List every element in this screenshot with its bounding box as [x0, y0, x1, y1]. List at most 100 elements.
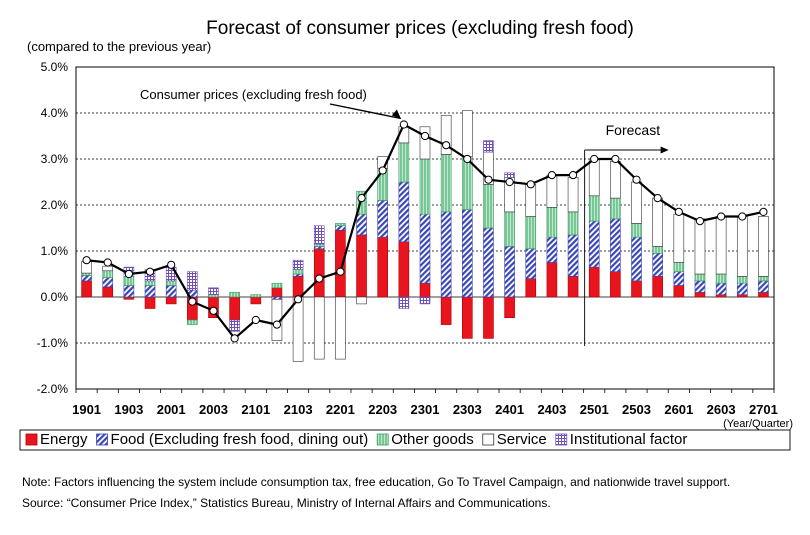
bar-service [102, 265, 114, 272]
bar-food-excluding-fresh-food-dining-out [102, 277, 114, 288]
legend: Energy Food (Excluding fresh food, dining… [19, 429, 791, 451]
cpi-point [399, 120, 408, 129]
bar-food-excluding-fresh-food-dining-out [715, 282, 727, 296]
cpi-point [336, 267, 345, 276]
y-tick-label: -1.0% [37, 336, 69, 350]
bar-energy [335, 230, 346, 298]
legend-frame [19, 429, 791, 451]
bar-food-excluding-fresh-food-dining-out [292, 273, 304, 277]
x-axis-label: (Year/Quarter) [723, 418, 793, 430]
bar-energy [250, 296, 262, 305]
bar-other-goods [567, 211, 579, 236]
forecast-label: Forecast [606, 122, 661, 138]
bar-other-goods [165, 280, 177, 286]
bar-energy [483, 296, 494, 339]
bar-energy [546, 262, 558, 298]
legend-label-energy: Energy [40, 431, 88, 448]
bar-service [292, 296, 304, 362]
bar-food-excluding-fresh-food-dining-out [271, 296, 283, 300]
cpi-point [695, 217, 705, 226]
cpi-point [568, 171, 578, 180]
bar-other-goods [356, 190, 367, 215]
bar-energy [440, 296, 452, 325]
cpi-point [632, 175, 641, 184]
x-tick-label: 2001 [157, 402, 186, 417]
note-text: Note: Factors influencing the system inc… [22, 475, 731, 489]
cpi-point [209, 306, 218, 315]
bar-food-excluding-fresh-food-dining-out [165, 285, 177, 298]
cpi-point [251, 315, 260, 325]
bar-energy [81, 280, 92, 298]
bar-service [546, 174, 558, 208]
x-tick-label: 2603 [707, 402, 736, 417]
bar-service [631, 181, 642, 224]
bar-energy [588, 266, 600, 298]
cpi-point [272, 320, 282, 329]
cpi-point [103, 258, 112, 267]
bar-food-excluding-fresh-food-dining-out [144, 285, 156, 298]
y-tick-label: 1.0% [41, 244, 69, 258]
x-tick-label: 2503 [622, 402, 651, 417]
bar-other-goods [483, 184, 494, 229]
source-text: Source: “Consumer Price Index,” Statisti… [22, 496, 551, 510]
cpi-point [124, 269, 133, 279]
bar-other-goods [736, 275, 748, 284]
y-axis-label: (compared to the previous year) [27, 39, 211, 54]
bar-institutional-factor [419, 296, 431, 305]
bar-institutional-factor [313, 225, 325, 245]
bar-food-excluding-fresh-food-dining-out [631, 236, 642, 282]
bar-service [758, 216, 769, 277]
x-tick-label: 1903 [114, 402, 143, 417]
bar-energy [673, 285, 685, 298]
bar-food-excluding-fresh-food-dining-out [504, 246, 515, 298]
bar-institutional-factor [187, 271, 198, 291]
bar-food-excluding-fresh-food-dining-out [567, 234, 579, 277]
bar-food-excluding-fresh-food-dining-out [462, 209, 473, 298]
bar-other-goods [758, 275, 769, 282]
cpi-point [674, 207, 683, 216]
bar-energy [292, 275, 304, 298]
legend-swatch-service [482, 433, 495, 446]
bar-energy [377, 236, 388, 298]
bar-other-goods [440, 154, 452, 213]
legend-label-food-excluding-fresh-food-dining-out: Food (Excluding fresh food, dining out) [111, 431, 369, 448]
x-tick-label: 2303 [453, 402, 482, 417]
bar-other-goods [102, 270, 114, 278]
bar-energy [736, 294, 748, 298]
bar-energy [123, 296, 135, 300]
bar-food-excluding-fresh-food-dining-out [483, 227, 494, 298]
bar-energy [631, 280, 642, 298]
chart-title: Forecast of consumer prices (excluding f… [206, 18, 634, 39]
bar-other-goods [694, 273, 706, 282]
bar-other-goods [292, 269, 304, 275]
x-tick-label: 2101 [241, 402, 270, 417]
y-tick-label: 4.0% [41, 106, 69, 120]
bar-other-goods [250, 294, 262, 298]
bar-energy [652, 275, 663, 298]
bar-other-goods [187, 319, 198, 325]
bar-other-goods [652, 246, 663, 254]
bar-food-excluding-fresh-food-dining-out [440, 211, 452, 298]
cpi-point [167, 260, 176, 269]
bar-energy [525, 278, 537, 298]
cpi-point [738, 212, 747, 221]
cpi-point [420, 131, 430, 141]
bar-food-excluding-fresh-food-dining-out [81, 275, 92, 282]
bar-food-excluding-fresh-food-dining-out [673, 271, 685, 286]
x-tick-label: 2401 [495, 402, 524, 417]
legend-label-other-goods: Other goods [391, 431, 474, 448]
bar-energy [567, 275, 579, 298]
x-tick-label: 2501 [580, 402, 609, 417]
cpi-point [145, 267, 155, 276]
legend-swatch-energy [25, 433, 38, 446]
y-tick-label: 2.0% [41, 198, 69, 212]
bar-energy [356, 234, 367, 298]
bar-food-excluding-fresh-food-dining-out [652, 253, 663, 277]
plot-frame [75, 66, 775, 390]
y-tick-label: -2.0% [37, 382, 69, 396]
bar-energy [419, 282, 431, 298]
bar-energy [102, 286, 114, 298]
bar-institutional-factor [292, 259, 304, 270]
cpi-point [357, 194, 366, 203]
bar-food-excluding-fresh-food-dining-out [335, 225, 346, 231]
